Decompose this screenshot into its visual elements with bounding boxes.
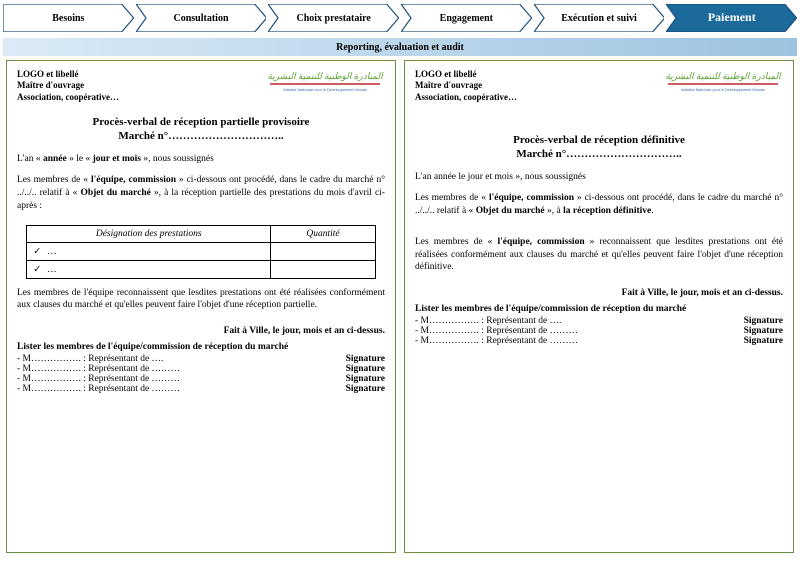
reporting-bar: Reporting, évaluation et audit — [3, 38, 797, 56]
prestations-table: Désignation des prestations Quantité ✓… … — [26, 225, 376, 279]
title-line-1: Procès-verbal de réception définitive — [415, 133, 783, 147]
doc-title: Procès-verbal de réception définitive Ma… — [415, 133, 783, 162]
process-step: Consultation — [136, 4, 267, 32]
signatures-heading: Lister les membres de l'équipe/commissio… — [415, 304, 783, 314]
logo-line: Association, coopérative… — [17, 92, 119, 103]
process-step: Besoins — [3, 4, 134, 32]
logo-owner-block: LOGO et libellé Maître d'ouvrage Associa… — [17, 69, 119, 103]
fait-a: Fait à Ville, le jour, mois et an ci-des… — [17, 326, 385, 336]
table-row: ✓… — [27, 260, 376, 278]
doc-header: LOGO et libellé Maître d'ouvrage Associa… — [17, 69, 385, 103]
logo-line: Maître d'ouvrage — [415, 80, 517, 91]
indh-logo: المبادرة الوطنية للتنمية البشرية Initiati… — [663, 69, 783, 98]
col-designation: Désignation des prestations — [27, 225, 271, 242]
para-reconnaissance: Les membres de l'équipe reconnaissent qu… — [17, 287, 385, 313]
signature-row: - M……………. : Représentant de ………Signature — [415, 326, 783, 336]
signature-row: - M……………. : Représentant de ….Signature — [415, 316, 783, 326]
logo-line: LOGO et libellé — [415, 69, 517, 80]
process-step: Choix prestataire — [268, 4, 399, 32]
check-icon: ✓ — [33, 265, 41, 275]
indh-logo: المبادرة الوطنية للتنمية البشرية Initiati… — [265, 69, 385, 98]
svg-text:المبادرة الوطنية للتنمية البشر: المبادرة الوطنية للتنمية البشرية — [267, 71, 384, 82]
para-members: Les membres de « l'équipe, commission » … — [17, 174, 385, 212]
doc-reception-definitive: LOGO et libellé Maître d'ouvrage Associa… — [404, 60, 794, 553]
signature-row: - M……………. : Représentant de ………Signature — [17, 374, 385, 384]
documents-row: LOGO et libellé Maître d'ouvrage Associa… — [0, 60, 800, 559]
signature-row: - M……………. : Représentant de ………Signature — [17, 364, 385, 374]
reporting-label: Reporting, évaluation et audit — [336, 42, 464, 53]
title-line-2: Marché n°………………………….. — [415, 147, 783, 161]
signatures-list: - M……………. : Représentant de ….Signature-… — [415, 316, 783, 346]
process-step: Engagement — [401, 4, 532, 32]
para-intro: L'an année le jour et mois », nous souss… — [415, 171, 783, 184]
para-intro: L'an « année » le « jour et mois », nous… — [17, 153, 385, 166]
doc-header: LOGO et libellé Maître d'ouvrage Associa… — [415, 69, 783, 103]
signature-row: - M……………. : Représentant de ….Signature — [17, 354, 385, 364]
title-line-1: Procès-verbal de réception partielle pro… — [17, 115, 385, 129]
para-reconnaissance: Les membres de « l'équipe, commission » … — [415, 236, 783, 274]
process-step: Exécution et suivi — [534, 4, 665, 32]
fait-a: Fait à Ville, le jour, mois et an ci-des… — [415, 288, 783, 298]
process-step: Paiement — [666, 4, 797, 32]
signatures-heading: Lister les membres de l'équipe/commissio… — [17, 342, 385, 352]
signatures-list: - M……………. : Représentant de ….Signature-… — [17, 354, 385, 394]
para-members: Les membres de « l'équipe, commission » … — [415, 192, 783, 218]
logo-line: Maître d'ouvrage — [17, 80, 119, 91]
doc-reception-partielle: LOGO et libellé Maître d'ouvrage Associa… — [6, 60, 396, 553]
col-quantite: Quantité — [271, 225, 376, 242]
logo-owner-block: LOGO et libellé Maître d'ouvrage Associa… — [415, 69, 517, 103]
logo-line: LOGO et libellé — [17, 69, 119, 80]
svg-text:المبادرة الوطنية للتنمية البشر: المبادرة الوطنية للتنمية البشرية — [665, 71, 782, 82]
title-line-2: Marché n°………………………….. — [17, 129, 385, 143]
check-icon: ✓ — [33, 247, 41, 257]
doc-title: Procès-verbal de réception partielle pro… — [17, 115, 385, 144]
logo-line: Association, coopérative… — [415, 92, 517, 103]
table-row: ✓… — [27, 242, 376, 260]
process-chevrons: BesoinsConsultationChoix prestataireEnga… — [0, 0, 800, 36]
signature-row: - M……………. : Représentant de ………Signature — [415, 336, 783, 346]
signature-row: - M……………. : Représentant de ………Signature — [17, 384, 385, 394]
svg-text:Initiative Nationale pour le D: Initiative Nationale pour le Développeme… — [681, 88, 765, 92]
svg-text:Initiative Nationale pour le D: Initiative Nationale pour le Développeme… — [283, 88, 367, 92]
